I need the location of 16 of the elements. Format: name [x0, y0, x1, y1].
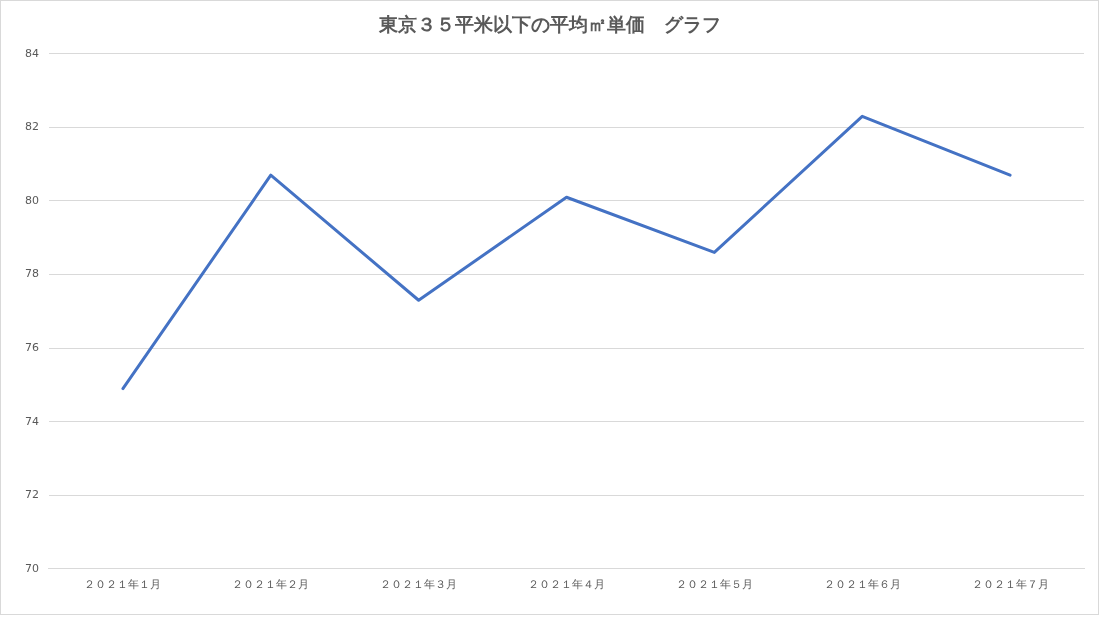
- x-tick-label: ２０２１年３月: [380, 578, 458, 592]
- x-tick-label: ２０２１年２月: [232, 578, 310, 592]
- y-tick-label: 80: [25, 193, 39, 207]
- y-tick-label: 82: [25, 120, 39, 134]
- x-tick-label: ２０２１年５月: [675, 578, 753, 592]
- y-tick-label: 76: [25, 340, 39, 354]
- x-tick-label: ２０２１年１月: [84, 578, 162, 592]
- chart-title: 東京３５平米以下の平均㎡単価 グラフ: [377, 13, 721, 36]
- y-tick-label: 72: [25, 488, 39, 502]
- y-tick-label: 70: [25, 561, 39, 575]
- y-tick-label: 84: [25, 46, 39, 60]
- x-tick-label: ２０２１年４月: [528, 578, 605, 592]
- y-tick-label: 74: [25, 414, 39, 428]
- x-tick-label: ２０２１年７月: [971, 578, 1049, 592]
- y-tick-label: 78: [25, 267, 39, 281]
- x-tick-label: ２０２１年６月: [823, 578, 901, 592]
